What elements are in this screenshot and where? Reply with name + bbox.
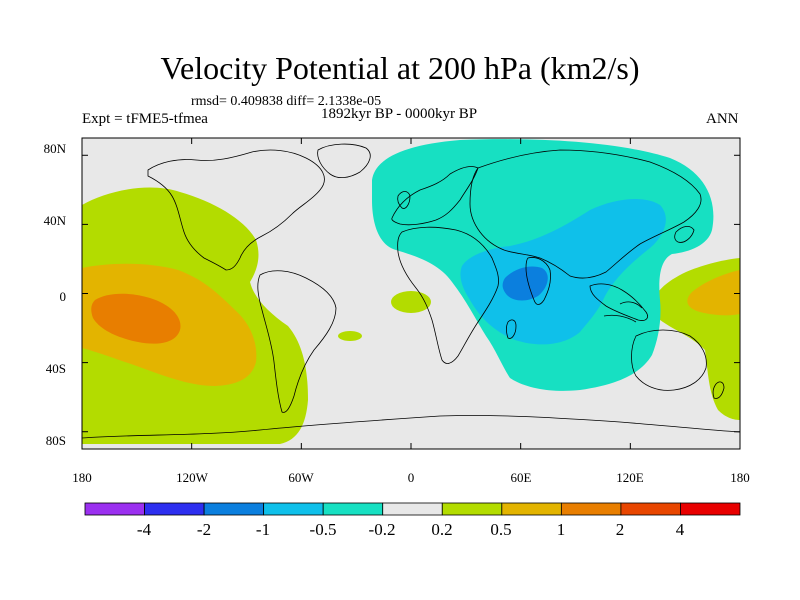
- period-label: 1892kyr BP - 0000kyr BP: [321, 106, 478, 122]
- lon-tick-60e: 60E: [510, 470, 532, 485]
- colorbar-label: 4: [675, 520, 685, 539]
- colorbar-label: -1: [255, 520, 271, 539]
- contour-pos-atlantic-2: [338, 331, 362, 341]
- colorbar-label: 0.5: [490, 520, 512, 539]
- coast-africa: [397, 226, 499, 364]
- lat-tick-80n: 80N: [43, 141, 66, 156]
- coast-southeast-asia: [589, 283, 648, 321]
- colorbar-swatch: [620, 502, 681, 516]
- colorbar-label: 1: [556, 520, 566, 539]
- colorbar-label: -4: [136, 520, 152, 539]
- stats-line: rmsd= 0.409838 diff= 2.1338e-05: [191, 94, 382, 109]
- colorbar-swatch: [263, 502, 324, 516]
- lon-tick-180w: 180: [72, 470, 92, 485]
- lon-tick-0: 0: [407, 470, 415, 485]
- colorbar-swatch: [203, 502, 265, 516]
- coast-greenland: [317, 143, 371, 178]
- coast-new-zealand: [712, 381, 725, 399]
- colorbar: [84, 502, 741, 516]
- colorbar-swatch: [322, 502, 384, 516]
- lat-tick-40n: 40N: [43, 213, 66, 228]
- contour-neg-inner: [502, 266, 548, 301]
- colorbar-label: -2: [196, 520, 212, 539]
- lon-tick-60w: 60W: [288, 470, 314, 485]
- lon-tick-180e: 180: [730, 470, 750, 485]
- lat-tick-80s: 80S: [45, 433, 66, 448]
- colorbar-swatch: [501, 502, 562, 516]
- colorbar-swatch: [144, 502, 205, 516]
- coast-madagascar: [506, 319, 517, 339]
- coast-antarctica: [82, 415, 740, 439]
- contour-pos-atlantic-1: [391, 291, 431, 313]
- experiment-label: Expt = tFME5-tfmea: [82, 111, 208, 127]
- plot-title: Velocity Potential at 200 hPa (km2/s): [160, 50, 640, 86]
- colorbar-label: -0.5: [309, 520, 337, 539]
- colorbar-swatch: [84, 502, 145, 516]
- colorbar-label: 0.2: [431, 520, 453, 539]
- coast-india: [525, 257, 551, 305]
- coastlines: [82, 143, 740, 439]
- coast-british-isles: [397, 191, 411, 209]
- coast-australia: [631, 329, 707, 391]
- contour-pos-pacific-inner: [91, 293, 181, 344]
- coast-japan: [674, 226, 695, 243]
- coast-indonesia: [603, 301, 643, 323]
- coast-north-america: [147, 149, 325, 271]
- contour-neg-mid: [460, 198, 666, 345]
- coast-europe: [391, 166, 479, 226]
- lat-tick-40s: 40S: [45, 361, 66, 376]
- season-label: ANN: [706, 111, 739, 127]
- colorbar-label: -0.2: [368, 520, 396, 539]
- coast-asia: [469, 149, 702, 279]
- lat-tick-0: 0: [59, 289, 67, 304]
- coast-south-america: [257, 270, 337, 413]
- lon-tick-120w: 120W: [176, 470, 208, 485]
- contour-pos-east-mid: [687, 270, 740, 316]
- colorbar-swatch: [680, 502, 741, 516]
- axis-ticks: [81, 138, 741, 449]
- colorbar-swatch: [382, 502, 443, 516]
- lon-tick-120e: 120E: [616, 470, 644, 485]
- colorbar-label: 2: [615, 520, 625, 539]
- colorbar-swatch: [441, 502, 503, 516]
- colorbar-swatch: [560, 502, 622, 516]
